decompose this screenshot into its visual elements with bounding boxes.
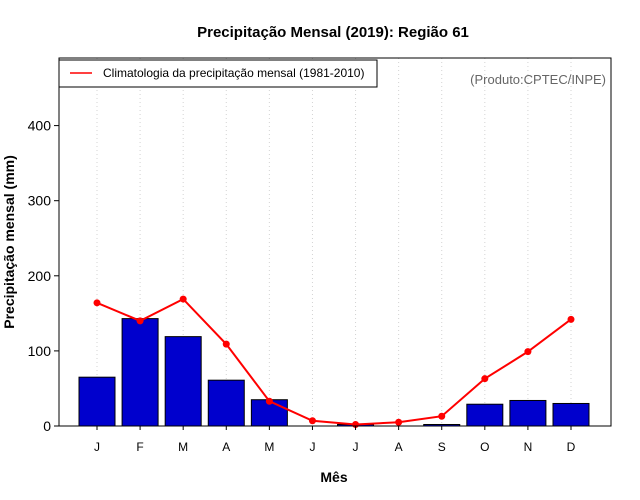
x-axis-label: Mês: [320, 469, 347, 485]
x-tick-label-0: J: [94, 440, 100, 454]
climatology-polyline: [96, 297, 572, 426]
x-tick-label-5: J: [309, 440, 315, 454]
y-tick-label-1: 100: [28, 343, 52, 359]
x-tick-label-2: M: [178, 440, 188, 454]
gridlines: [96, 58, 572, 426]
x-tick-label-6: J: [353, 440, 359, 454]
x-tick-label-1: F: [136, 440, 143, 454]
x-tick-label-7: A: [395, 440, 403, 454]
climatology-point-3: [222, 340, 230, 348]
x-tick-label-8: S: [438, 440, 446, 454]
x-tick-label-10: N: [524, 440, 533, 454]
climatology-point-9: [481, 375, 489, 383]
bar-0: [78, 376, 116, 427]
x-tick-label-3: A: [222, 440, 230, 454]
climatology-line: [96, 297, 572, 426]
y-tick-label-3: 300: [28, 193, 52, 209]
product-credit: (Produto:CPTEC/INPE): [470, 72, 606, 87]
bar-1: [121, 318, 159, 427]
bar-9: [466, 403, 504, 427]
y-tick-label-4: 400: [28, 118, 52, 134]
y-tick-label-0: 0: [43, 418, 51, 434]
climatology-point-7: [395, 418, 403, 426]
bars: [78, 318, 590, 427]
y-tick-label-2: 200: [28, 268, 52, 284]
climatology-point-8: [438, 412, 446, 420]
x-tick-label-4: M: [264, 440, 274, 454]
climatology-points: [93, 295, 575, 428]
climatology-point-0: [93, 299, 101, 307]
climatology-point-2: [179, 295, 187, 303]
climatology-point-1: [136, 317, 144, 325]
climatology-point-5: [308, 417, 316, 425]
climatology-point-11: [567, 315, 575, 323]
chart-title: Precipitação Mensal (2019): Região 61: [197, 24, 469, 41]
bar-11: [552, 402, 590, 427]
legend-entry-climatology: Climatologia da precipitação mensal (198…: [103, 66, 364, 80]
climatology-point-10: [524, 348, 532, 356]
y-axis: 0 100 200 300 400: [28, 118, 59, 434]
legend: Climatologia da precipitação mensal (198…: [58, 59, 378, 88]
bar-2: [164, 336, 202, 427]
bar-3: [207, 379, 245, 427]
bar-10: [509, 399, 547, 427]
legend-box: [58, 59, 378, 88]
x-tick-label-9: O: [480, 440, 489, 454]
climatology-point-4: [265, 397, 273, 405]
y-axis-label: Precipitação mensal (mm): [1, 155, 17, 329]
plot-frame: [58, 57, 612, 427]
x-tick-label-11: D: [567, 440, 576, 454]
